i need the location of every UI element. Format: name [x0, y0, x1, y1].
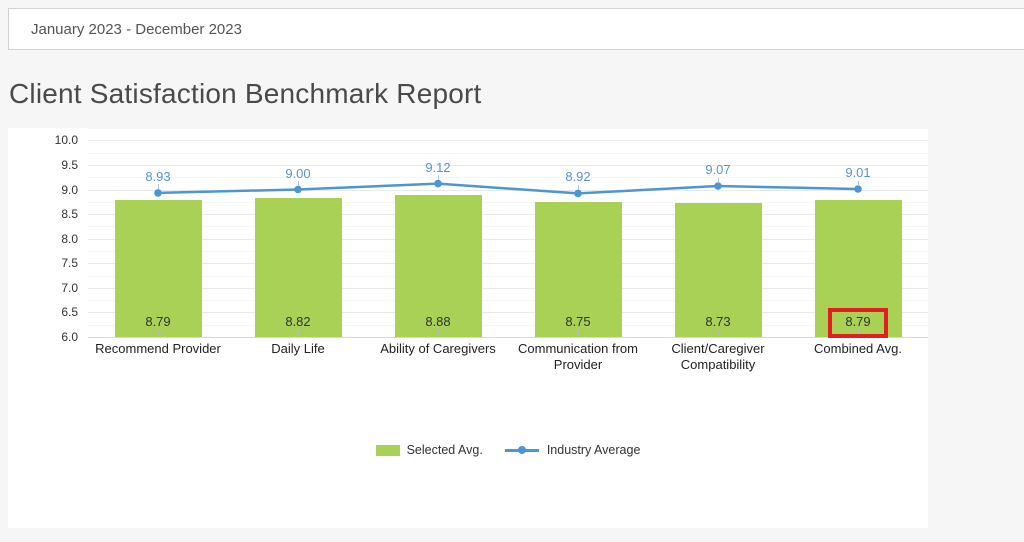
bar-label-connector-tick: [438, 330, 439, 336]
bar: [674, 202, 762, 337]
gridline: [88, 214, 928, 216]
line-point-label: 8.92: [565, 169, 591, 185]
gridline: [88, 177, 928, 179]
bar-value-label: 8.73: [705, 314, 731, 329]
y-axis-tick-label: 6.0: [61, 330, 78, 344]
y-axis-tick-label: 6.5: [61, 305, 78, 320]
industry-average-line: [154, 179, 862, 198]
line-label-connector-tick: [858, 180, 859, 186]
y-axis-tick-label: 7.5: [61, 256, 78, 271]
bar-label-connector-tick: [718, 330, 719, 336]
legend-item-selected-avg: Selected Avg.: [375, 443, 483, 457]
y-axis-tick-label: 8.5: [61, 207, 78, 222]
line-point-label: 9.00: [285, 165, 311, 181]
line-point-marker: [714, 182, 722, 190]
gridline: [88, 300, 928, 302]
chart-plot-area: 8.79 8.82 8.88 8.75 8.73 8.79 8.93 9.00 9.12 8.92…: [88, 128, 928, 338]
date-range-header: January 2023 - December 2023: [8, 8, 1024, 50]
category-label: Recommend Provider: [95, 341, 221, 356]
gridline: [88, 312, 928, 314]
bar: [534, 201, 622, 337]
y-axis-tick-label: 8.0: [61, 231, 78, 246]
gridline: [88, 128, 928, 129]
page-title: Client Satisfaction Benchmark Report: [9, 78, 482, 109]
line-point-label: 8.93: [145, 168, 171, 184]
chart-panel: 10.0 9.5 9.0 8.5 8.0 7.5 7.0 6.5 6.0 8.79 8.82 8.8…: [8, 128, 928, 528]
gridline: [88, 226, 928, 228]
category-label: Combined Avg.: [814, 341, 902, 356]
category-label: Client/Caregiver Compatibility: [671, 341, 765, 372]
date-range-label: January 2023 - December 2023: [31, 20, 242, 38]
gridline: [88, 250, 928, 252]
bar-value-label: 8.79: [145, 314, 171, 329]
line-label-connector-tick: [578, 184, 579, 190]
y-axis-tick-label: 10.0: [54, 133, 78, 148]
category-label: Communication from Provider: [518, 341, 638, 372]
line-point-marker: [154, 189, 162, 197]
bar: [254, 198, 342, 337]
legend-line-marker-icon: [504, 446, 539, 454]
line-point-marker: [294, 185, 302, 194]
legend-swatch-selected-avg-icon: [375, 444, 400, 456]
y-axis-tick-label: 9.5: [61, 157, 78, 172]
line-point-marker: [434, 179, 442, 188]
legend-label-selected-avg: Selected Avg.: [406, 443, 483, 457]
y-axis-tick-label: 7.0: [61, 280, 78, 295]
bar-value-label: 8.82: [285, 314, 311, 329]
category-label: Daily Life: [271, 341, 325, 356]
bar-label-connector-tick: [858, 330, 859, 336]
legend-item-industry-average: Industry Average: [504, 443, 641, 457]
bar-label-connector-tick: [158, 330, 159, 336]
highlight-box: [828, 308, 888, 338]
line-point-label: 9.07: [705, 162, 731, 177]
y-axis: 10.0 9.5 9.0 8.5 8.0 7.5 7.0 6.5 6.0: [8, 128, 78, 344]
line-point-marker: [574, 189, 582, 198]
bar-label-connector-tick: [298, 330, 299, 336]
gridline: [88, 189, 928, 191]
gridline: [88, 238, 928, 240]
x-axis-category-labels: Recommend Provider Daily Life Ability of C…: [88, 341, 928, 381]
line-label-connector-tick: [158, 184, 159, 190]
gridline: [88, 287, 928, 289]
gridline: [88, 164, 928, 166]
gridline: [88, 140, 928, 142]
line-point-label: 9.01: [845, 165, 871, 180]
gridline: [88, 324, 928, 326]
gridline: [88, 263, 928, 265]
chart-legend: Selected Avg. Industry Average: [88, 443, 928, 457]
gridline: [88, 275, 928, 277]
gridline: [88, 152, 928, 154]
gridline: [88, 201, 928, 203]
bar: [394, 195, 482, 337]
line-point-marker: [854, 185, 862, 193]
line-label-connector-tick: [718, 177, 719, 183]
line-label-connector-tick: [298, 181, 299, 186]
bar-value-label: 8.75: [565, 314, 591, 329]
bar-value-label: 8.88: [425, 314, 451, 329]
bar: [114, 199, 202, 337]
line-label-connector-tick: [438, 175, 439, 181]
bar-value-label: 8.79: [845, 314, 871, 329]
y-axis-tick-label: 9.0: [61, 182, 78, 197]
bar-label-connector-tick: [578, 330, 579, 336]
category-label: Ability of Caregivers: [380, 341, 496, 356]
line-point-label: 9.12: [425, 159, 451, 175]
legend-label-industry-average: Industry Average: [546, 443, 641, 457]
